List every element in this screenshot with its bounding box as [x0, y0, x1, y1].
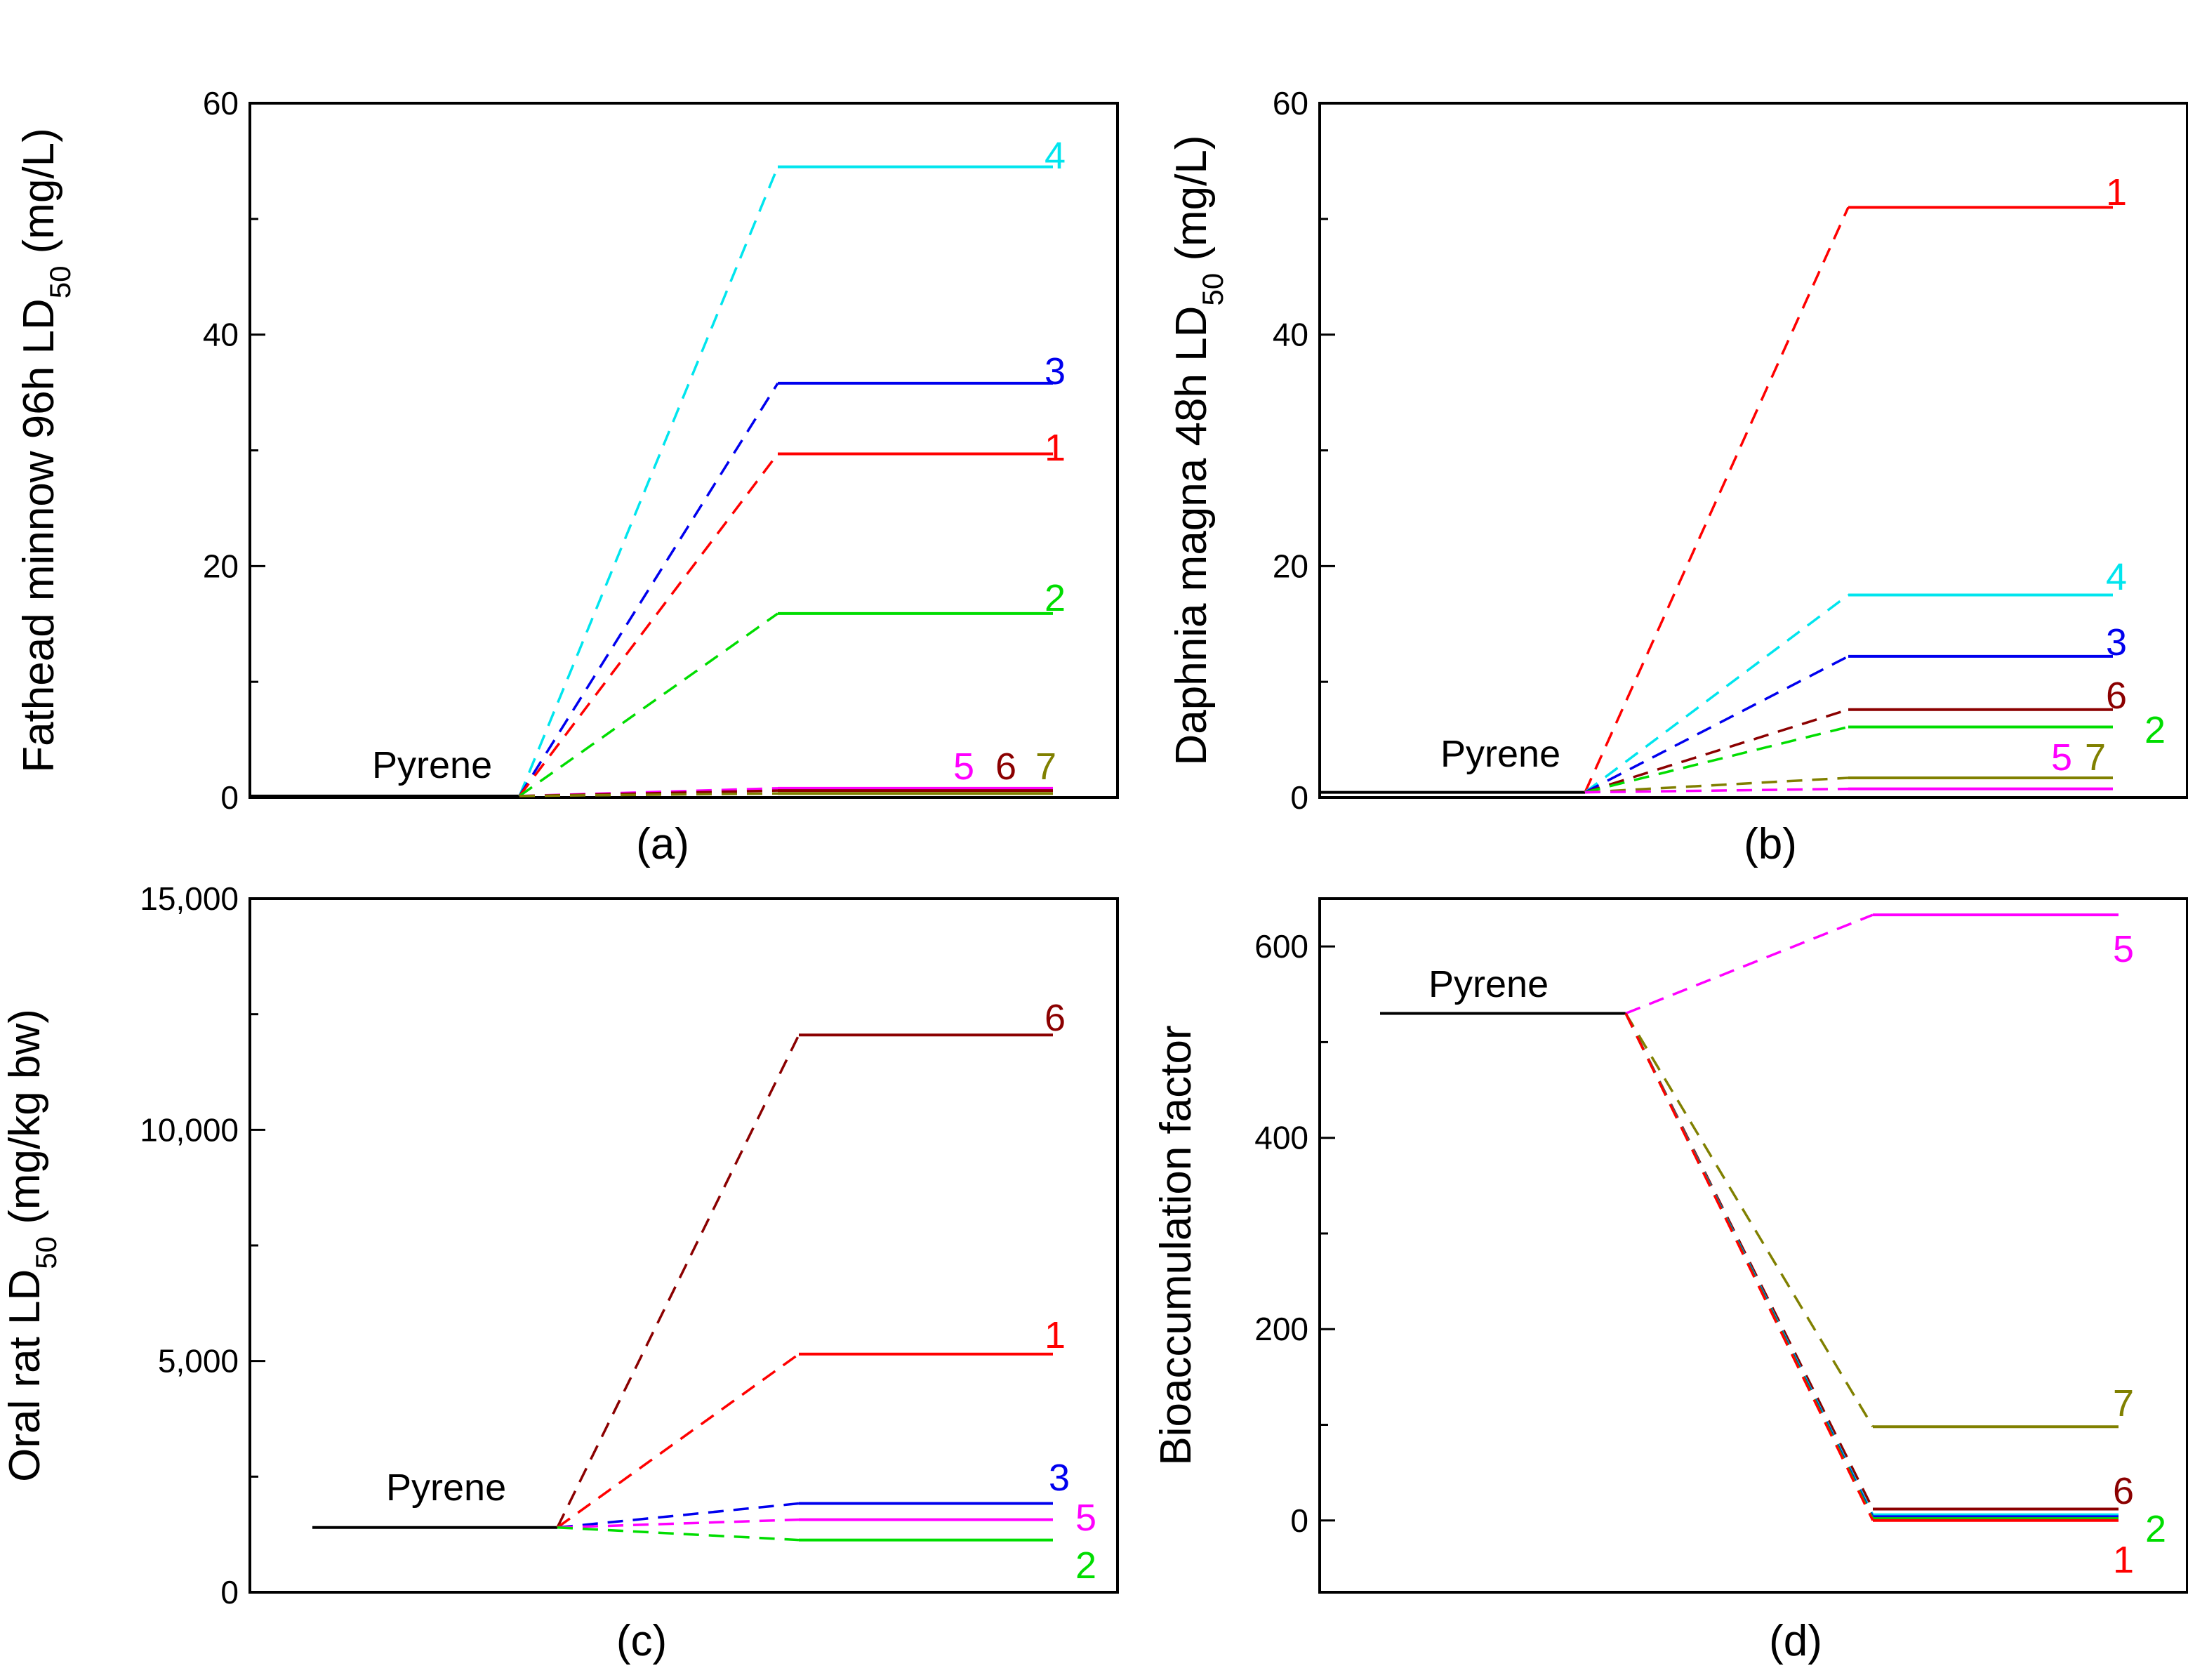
connector-line-1 [1624, 1012, 1874, 1521]
series-label-7: 7 [2085, 736, 2106, 779]
y-tick-label: 60 [203, 85, 239, 121]
pyrene-label: Pyrene [1428, 963, 1549, 1005]
connector-line-3 [557, 1502, 800, 1529]
series-label-6: 6 [2106, 675, 2127, 717]
series-label-4: 4 [2106, 556, 2127, 598]
panel-a: 0 20 40 60 Fathead minnow 96h LD50 (mg/L) (a)… [15, 85, 1119, 868]
connector-line-4 [1584, 594, 1850, 793]
connector-line-3 [1584, 655, 1849, 794]
series-label-3: 3 [2106, 621, 2127, 663]
connector-line-3 [518, 382, 779, 797]
panel-label: (b) [1744, 820, 1797, 868]
y-axis-label: Oral rat LD50 (mg/kg bw) [1, 1009, 62, 1482]
series-label-2: 2 [2144, 709, 2166, 751]
series-label-3: 3 [1045, 350, 1066, 392]
panel-c: 0 5,000 10,000 15,000 Oral rat LD50 (mg/kg b… [1, 880, 1119, 1665]
panel-b: 0 20 40 60 Daphnia magna 48h LD50 (mg/L) (b) P… [1167, 85, 2188, 868]
series-label-3: 3 [1049, 1457, 1070, 1499]
connector-line-6 [519, 789, 778, 798]
y-tick-label: 40 [203, 317, 239, 353]
y-axis-label: Bioaccumulation factor [1152, 1025, 1200, 1465]
connector-line-1 [556, 1353, 800, 1529]
pyrene-label: Pyrene [386, 1467, 506, 1509]
connector-line-6 [1584, 708, 1849, 794]
series-label-2: 2 [1075, 1545, 1096, 1587]
series-label-1: 1 [1045, 1314, 1066, 1356]
connector-line-7 [519, 792, 778, 798]
connector-line-6 [556, 1034, 800, 1528]
connector-line-5 [557, 1518, 800, 1529]
series-label-5: 5 [1075, 1497, 1096, 1539]
y-tick-label: 20 [203, 548, 239, 584]
y-tick-label: 10,000 [140, 1111, 239, 1148]
series-label-5: 5 [953, 746, 974, 788]
y-axis-label: Fathead minnow 96h LD50 (mg/L) [15, 128, 77, 773]
y-tick-label: 0 [1290, 779, 1308, 816]
connector-line-7 [1624, 1012, 1874, 1428]
y-tick-label: 0 [1290, 1502, 1308, 1539]
series-label-5: 5 [2113, 928, 2134, 970]
connector-line-2 [557, 1526, 800, 1542]
connector-line-7 [1584, 776, 1849, 794]
pyrene-label: Pyrene [372, 744, 492, 786]
connector-line-4 [518, 166, 779, 797]
panel-label: (c) [616, 1617, 667, 1665]
series-label-6: 6 [995, 746, 1016, 788]
y-tick-label: 15,000 [140, 880, 239, 917]
plot-frame [248, 897, 1119, 1594]
y-tick-label: 40 [1273, 317, 1308, 353]
y-tick-label: 600 [1254, 928, 1308, 965]
series-label-7: 7 [1035, 746, 1056, 788]
series-label-1: 1 [2113, 1539, 2134, 1581]
connector-line-6 [1624, 1012, 1874, 1510]
series-label-6: 6 [1045, 997, 1066, 1039]
series-label-2: 2 [2145, 1508, 2166, 1550]
y-tick-label: 0 [220, 1574, 239, 1610]
y-tick-label: 0 [220, 779, 239, 816]
connector-line-1 [1584, 206, 1850, 793]
series-label-7: 7 [2113, 1382, 2134, 1424]
panel-d: 0 200 400 600 Bioaccumulation factor (d) Pyren… [1152, 897, 2188, 1665]
y-tick-label: 60 [1273, 85, 1308, 121]
y-tick-label: 20 [1273, 548, 1308, 584]
connector-line-1 [518, 453, 779, 797]
series-label-4: 4 [1045, 135, 1066, 177]
series-label-1: 1 [1045, 427, 1066, 469]
y-axis-label: Daphnia magna 48h LD50 (mg/L) [1167, 135, 1229, 766]
connector-line-2 [1584, 725, 1849, 794]
y-tick-label: 5,000 [158, 1343, 239, 1380]
panel-label: (d) [1769, 1617, 1822, 1665]
y-tick-label: 200 [1254, 1311, 1308, 1347]
plot-frame [248, 102, 1119, 799]
pyrene-label: Pyrene [1440, 733, 1560, 775]
connector-line-5 [1584, 787, 1849, 794]
series-label-2: 2 [1045, 577, 1066, 619]
plot-frame [1318, 897, 2188, 1594]
series-label-1: 1 [2106, 171, 2127, 213]
connector-line-2 [518, 612, 779, 798]
y-tick-label: 400 [1254, 1120, 1308, 1156]
series-label-5: 5 [2051, 736, 2072, 779]
series-label-6: 6 [2113, 1470, 2134, 1512]
panel-label: (a) [636, 820, 689, 868]
connector-line-5 [1625, 913, 1874, 1015]
